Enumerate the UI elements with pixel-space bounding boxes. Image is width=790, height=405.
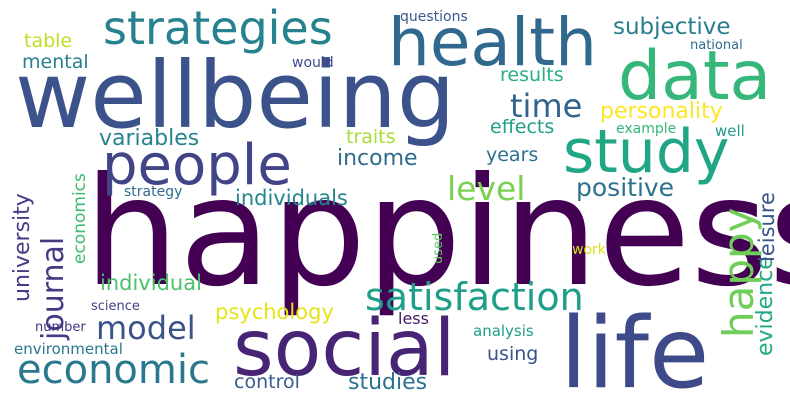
word-effects: effects [490,116,555,138]
word-life: life [560,297,710,405]
word-individual: individual [100,271,202,295]
word-strategy: strategy [124,184,183,200]
word-subjective: subjective [613,14,731,40]
word-model: model [96,309,196,347]
word-example: example [616,121,677,137]
word-data: data [618,37,772,116]
word-people: people [102,133,292,198]
word-number: number [35,320,86,335]
word-evidence: evidence [753,256,778,356]
word-national: national [690,38,743,53]
word-years: years [486,144,539,166]
word-well: well [715,122,745,140]
word-results: results [500,64,564,86]
word-health: health [388,4,597,81]
word-used: used [431,232,446,264]
word-time: time [510,87,583,125]
word-income: income [337,146,418,171]
word-economic: economic [17,347,210,393]
word-variables: variables [99,126,200,151]
word-strategies: strategies [103,1,333,55]
word-individuals: individuals [235,186,348,210]
word-less: less [398,309,429,328]
word-economics: economics [70,173,90,264]
word-personality: personality [600,99,723,124]
word-happiness: happiness [84,146,790,320]
word-traits: traits [346,126,396,148]
word-would: would [292,55,334,71]
word-university: university [10,193,35,302]
word-positive: positive [576,173,675,202]
word-table: table [24,30,73,52]
word-mental: mental [22,51,89,73]
word-leisure: leisure [755,192,779,262]
word-study: study [563,117,730,187]
word-analysis: analysis [473,322,534,340]
word-social: social [233,304,456,394]
word-level: level [447,169,526,208]
word-using: using [487,343,539,365]
word-psychology: psychology [215,300,334,324]
word-control: control [234,371,300,393]
word-environmental: environmental [14,340,123,358]
word-satisfaction: satisfaction [365,275,584,319]
word-science: science [91,299,140,314]
word-studies: studies [348,370,428,395]
word-work: work [572,242,606,258]
word-wellbeing: wellbeing [15,42,456,149]
word-questions: questions [400,9,468,25]
